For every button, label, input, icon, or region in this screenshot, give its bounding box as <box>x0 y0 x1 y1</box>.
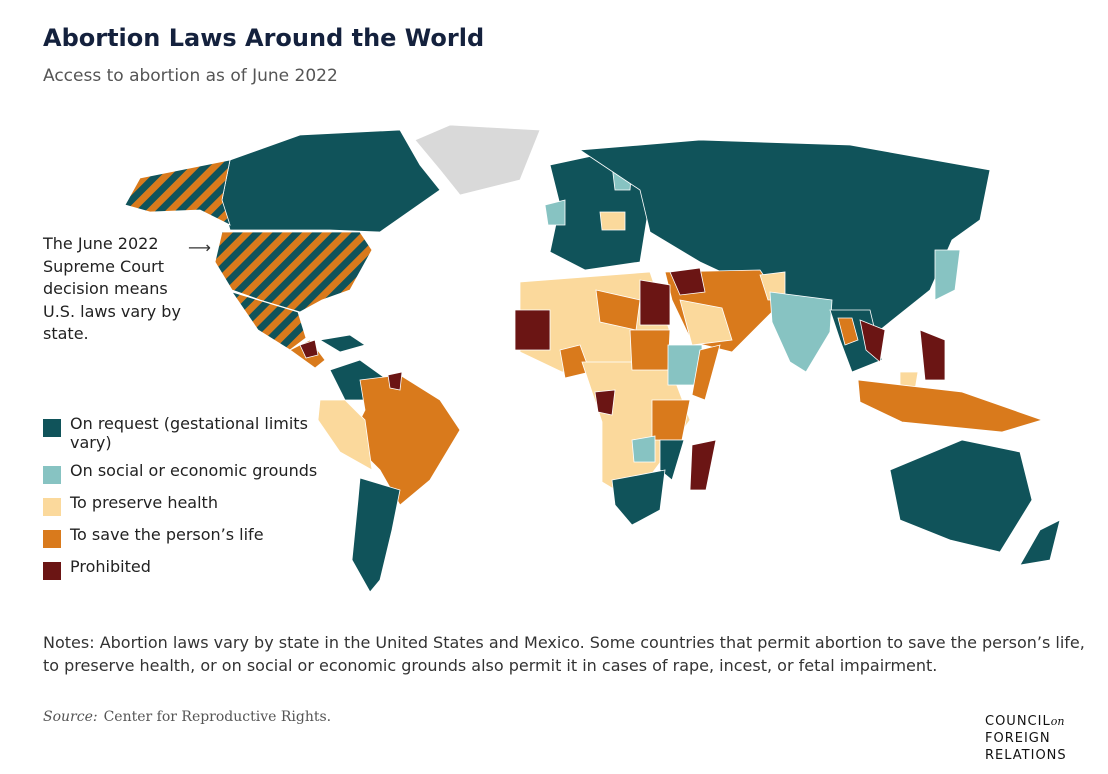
region <box>651 399 691 441</box>
region <box>919 329 946 381</box>
region <box>659 439 685 481</box>
legend-item: On social or economic grounds <box>43 461 343 484</box>
source: Source: Center for Reproductive Rights. <box>43 709 331 725</box>
annotation: The June 2022 Supreme Court decision means… <box>43 233 181 346</box>
logo-text: RELATIONS <box>985 748 1067 763</box>
region <box>1019 519 1061 566</box>
subtitle: Access to abortion as of June 2022 <box>43 66 338 86</box>
logo-text: COUNCIL <box>985 714 1051 729</box>
region <box>934 249 961 301</box>
logo-text: on <box>1050 715 1065 728</box>
region <box>351 477 401 593</box>
annotation-line: The June 2022 <box>43 234 159 253</box>
notes: Notes: Abortion laws vary by state in th… <box>43 633 1085 675</box>
region <box>679 299 733 346</box>
legend-swatch <box>43 419 61 437</box>
legend-label: On request (gestational limits vary) <box>70 414 308 452</box>
region <box>387 371 403 391</box>
region <box>639 279 671 326</box>
legend-item: On request (gestational limits vary) <box>43 414 343 452</box>
legend-item: Prohibited <box>43 557 343 580</box>
legend-label: On social or economic grounds <box>70 461 318 480</box>
legend-swatch <box>43 498 61 516</box>
title: Abortion Laws Around the World <box>43 24 485 52</box>
region <box>221 129 441 233</box>
region <box>837 317 859 346</box>
legend-label: To save the person’s life <box>70 525 264 544</box>
annotation-line: Supreme Court <box>43 256 164 276</box>
region <box>611 469 666 526</box>
region <box>691 344 721 401</box>
region <box>299 339 319 359</box>
legend-label: Prohibited <box>70 557 151 576</box>
region <box>578 139 991 331</box>
region <box>629 329 671 371</box>
region <box>889 439 1033 553</box>
region <box>231 291 307 351</box>
source-text: Center for Reproductive Rights. <box>103 709 332 725</box>
legend-item: To preserve health <box>43 493 343 516</box>
region <box>769 291 833 373</box>
region <box>317 399 373 471</box>
logo: COUNCILon FOREIGN RELATIONS <box>985 713 1067 764</box>
region <box>669 267 706 296</box>
legend-item: To save the person’s life <box>43 525 343 548</box>
region <box>631 435 656 463</box>
region <box>414 124 541 196</box>
region <box>318 334 366 353</box>
legend: On request (gestational limits vary) On s… <box>43 414 343 589</box>
annotation-line: decision means <box>43 279 168 298</box>
source-label: Source: <box>43 709 98 725</box>
region <box>599 211 626 231</box>
region <box>124 159 231 226</box>
region <box>689 439 717 491</box>
region <box>857 379 1044 433</box>
arrow: ⟶ <box>188 238 211 257</box>
region <box>214 231 373 313</box>
legend-label: To preserve health <box>70 493 218 512</box>
region <box>544 199 566 226</box>
region <box>859 319 886 363</box>
legend-swatch <box>43 466 61 484</box>
annotation-line: U.S. laws vary by <box>43 301 181 321</box>
legend-swatch <box>43 530 61 548</box>
region <box>514 309 551 351</box>
logo-text: FOREIGN <box>985 731 1051 746</box>
legend-swatch <box>43 562 61 580</box>
annotation-line: state. <box>43 324 89 343</box>
region <box>594 389 616 416</box>
